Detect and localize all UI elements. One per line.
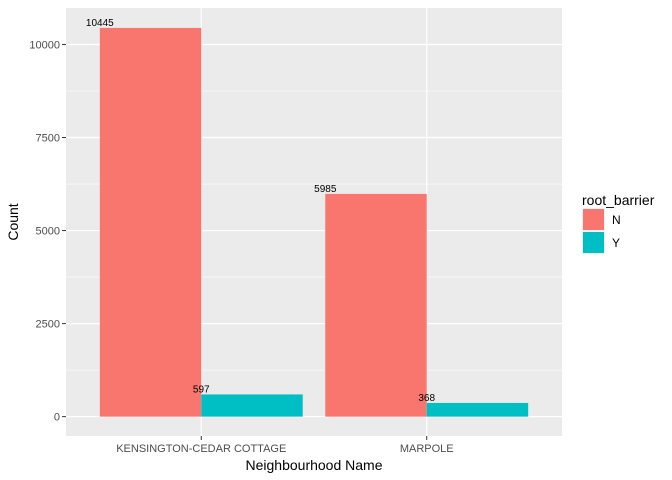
legend-items: NY xyxy=(582,208,621,254)
y-tick-label: 10000 xyxy=(29,39,60,51)
y-tick-label: 7500 xyxy=(36,133,60,145)
bar-N-1 xyxy=(99,27,202,417)
legend-swatch-Y xyxy=(583,232,604,253)
bars xyxy=(99,27,529,417)
x-tick-label: MARPOLE xyxy=(400,443,454,455)
data-label-Y-2: 368 xyxy=(418,393,435,404)
legend-swatch-N xyxy=(583,209,604,230)
y-tick-label: 5000 xyxy=(36,226,60,238)
bar-Y-2 xyxy=(426,402,529,417)
y-tick-label: 0 xyxy=(54,412,60,424)
data-label-Y-1: 597 xyxy=(193,384,210,395)
bar-Y-1 xyxy=(201,394,303,417)
data-labels: 10445 597 5985 368 xyxy=(86,18,436,404)
bar-N-2 xyxy=(325,193,427,417)
legend-label-Y: Y xyxy=(612,236,620,250)
legend-title: root_barrier xyxy=(582,192,655,208)
y-tick-label: 2500 xyxy=(36,319,60,331)
legend: root_barrier NY xyxy=(582,192,655,254)
x-axis: KENSINGTON-CEDAR COTTAGE MARPOLE xyxy=(116,436,454,455)
legend-label-N: N xyxy=(612,213,621,227)
y-axis-title: Count xyxy=(5,203,21,240)
data-label-N-1: 10445 xyxy=(86,18,114,29)
x-axis-title: Neighbourhood Name xyxy=(246,457,383,473)
y-axis: 0 2500 5000 7500 10000 xyxy=(29,39,66,424)
x-tick-label: KENSINGTON-CEDAR COTTAGE xyxy=(116,443,286,455)
data-label-N-2: 5985 xyxy=(314,184,337,195)
